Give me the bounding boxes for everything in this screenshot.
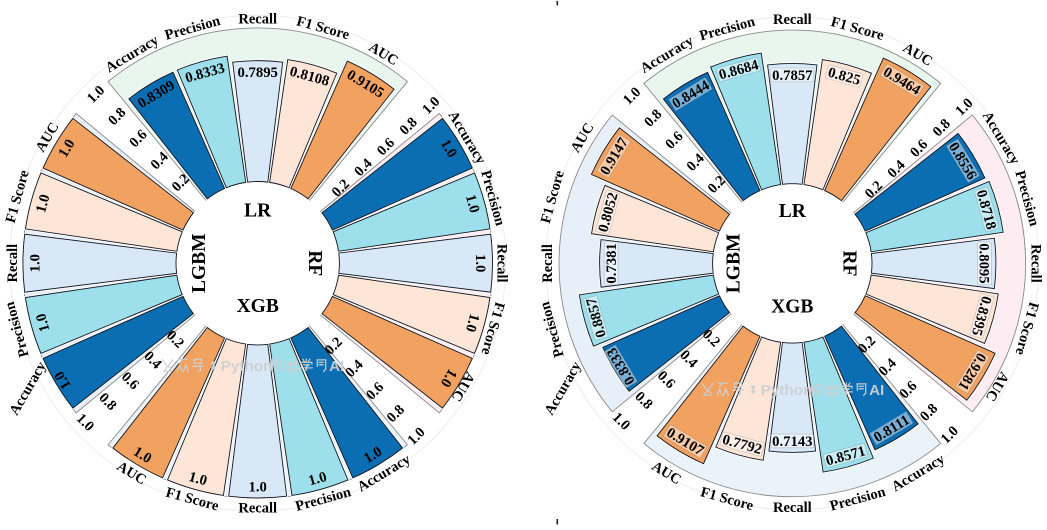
svg-text:1.0: 1.0 (27, 254, 43, 272)
svg-text:0.7857: 0.7857 (772, 68, 812, 84)
svg-text:Python: Python (761, 382, 812, 399)
svg-text:Recall: Recall (540, 244, 556, 283)
svg-text:1.0: 1.0 (307, 469, 329, 489)
svg-text:Recall: Recall (238, 11, 277, 27)
svg-text:Recall: Recall (1028, 244, 1044, 283)
svg-text:Recall: Recall (773, 500, 812, 516)
svg-text:0.7381: 0.7381 (604, 243, 620, 283)
svg-text:1.0: 1.0 (462, 193, 482, 215)
svg-text:Python: Python (221, 358, 272, 375)
svg-text:XGB: XGB (771, 296, 813, 317)
svg-text:0.7143: 0.7143 (772, 434, 812, 450)
svg-text:AI: AI (329, 358, 344, 375)
svg-text:LGBM: LGBM (724, 234, 745, 294)
svg-text:1.0: 1.0 (462, 312, 482, 334)
svg-text:Recall: Recall (238, 500, 277, 516)
svg-text:LGBM: LGBM (189, 233, 210, 293)
svg-text:RF: RF (304, 250, 325, 276)
svg-text:Recall: Recall (5, 244, 21, 283)
svg-text:LR: LR (244, 201, 272, 222)
svg-text:Recall: Recall (493, 244, 509, 283)
svg-text:0.7895: 0.7895 (238, 65, 278, 81)
svg-text:1.0: 1.0 (249, 479, 267, 495)
svg-text:1.0: 1.0 (472, 254, 488, 272)
svg-text:0.8095: 0.8095 (976, 243, 992, 283)
svg-text:1.0: 1.0 (33, 193, 53, 215)
svg-text:LR: LR (779, 201, 807, 222)
svg-text:XGB: XGB (237, 296, 279, 317)
svg-text:1.0: 1.0 (187, 469, 209, 489)
svg-text:RF: RF (838, 250, 859, 276)
svg-text:AI: AI (869, 382, 884, 399)
svg-text:1.0: 1.0 (33, 312, 53, 334)
svg-text:Recall: Recall (773, 12, 812, 28)
